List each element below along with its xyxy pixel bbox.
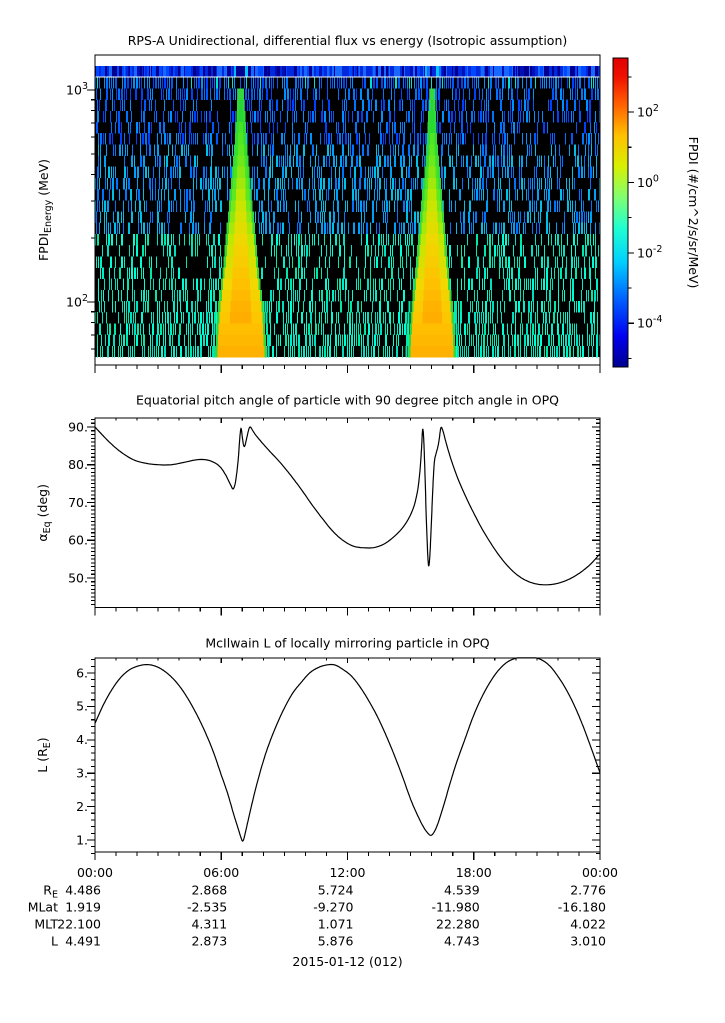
l-ylabel: L (RE) bbox=[35, 737, 53, 772]
annotation-value: -2.535 bbox=[187, 900, 227, 915]
annotation-value: -11.980 bbox=[432, 900, 480, 915]
time-tick-label: 06:00 bbox=[203, 865, 239, 880]
spectrogram-cells bbox=[99, 144, 600, 235]
spectrogram-cells bbox=[226, 245, 445, 257]
annotation-value: 1.919 bbox=[65, 900, 101, 915]
annotation-value: -9.270 bbox=[313, 900, 353, 915]
annotation-row-label: L bbox=[51, 934, 58, 949]
annotation-value: 1.071 bbox=[318, 917, 354, 932]
pitch-tick-label: 70. bbox=[68, 495, 88, 510]
pitch-tick-label: 60. bbox=[68, 533, 88, 548]
annotation-value: -16.180 bbox=[558, 900, 606, 915]
spectrogram-cells bbox=[96, 66, 600, 77]
spectrogram-cells bbox=[238, 122, 244, 134]
date-label: 2015-01-12 (012) bbox=[292, 954, 402, 969]
spectrogram-cells bbox=[228, 222, 443, 235]
annotation-value: 4.022 bbox=[570, 917, 606, 932]
energy-tick-label: 103 bbox=[66, 81, 88, 98]
colorbar-label: FPDI (#/cm^2/s/sr/MeV) bbox=[686, 137, 701, 289]
spectrogram-cells bbox=[109, 66, 595, 77]
annotation-value: 4.486 bbox=[65, 883, 101, 898]
annotation-value: 2.873 bbox=[191, 934, 227, 949]
colorbar-frame bbox=[612, 57, 629, 368]
annotation-row-label: MLT bbox=[34, 917, 58, 932]
colorbar-tick-label: 10-4 bbox=[637, 314, 662, 331]
mcilwain-l-title: McIlwain L of locally mirroring particle… bbox=[205, 636, 489, 651]
spectrogram-cells bbox=[217, 345, 454, 358]
spectrogram-cells bbox=[218, 323, 453, 335]
pitch-ylabel: αEq (deg) bbox=[35, 484, 53, 542]
spectrogram-cells bbox=[97, 77, 600, 145]
annotation-value: 22.100 bbox=[57, 917, 101, 932]
mcilwain-l-curve bbox=[94, 657, 601, 842]
spectrogram-cells bbox=[101, 233, 599, 358]
pitch-angle-title: Equatorial pitch angle of particle with … bbox=[136, 393, 559, 408]
l-tick-label: 6. bbox=[76, 665, 88, 680]
l-tick-label: 2. bbox=[76, 799, 88, 814]
spectrogram-cells bbox=[95, 77, 600, 235]
pitch-tick-label: 50. bbox=[68, 570, 88, 585]
pitch-tick-label: 80. bbox=[68, 457, 88, 472]
time-tick-label: 12:00 bbox=[329, 865, 365, 880]
colorbar bbox=[613, 58, 628, 367]
time-tick-label: 00:00 bbox=[77, 865, 113, 880]
annotation-value: 5.724 bbox=[318, 883, 354, 898]
annotation-value: 4.743 bbox=[444, 934, 480, 949]
axis-ticks bbox=[87, 76, 634, 860]
colorbar-tick-label: 10-2 bbox=[637, 244, 662, 261]
annotation-value: 4.311 bbox=[191, 917, 227, 932]
annotation-value: 4.539 bbox=[444, 883, 480, 898]
time-tick-label: 18:00 bbox=[456, 865, 492, 880]
spectrogram-cells bbox=[95, 66, 598, 77]
plot-render-root: 103 102 FPDIEnergy (MeV) 102 100 10-2 10-4 FPDI… bbox=[28, 54, 701, 949]
l-tick-label: 5. bbox=[76, 699, 88, 714]
annotation-row-label: MLat bbox=[28, 900, 58, 915]
annotation-value: 3.010 bbox=[570, 934, 606, 949]
annotation-value: 4.491 bbox=[65, 934, 101, 949]
spectrogram-cells bbox=[227, 233, 444, 246]
spectrogram-cells bbox=[95, 144, 600, 235]
colorbar-tick-label: 100 bbox=[637, 173, 659, 190]
annotation-value: 2.776 bbox=[570, 883, 606, 898]
spectrogram-cells bbox=[99, 77, 597, 145]
spectrogram-image bbox=[95, 55, 600, 365]
l-tick-label: 3. bbox=[76, 766, 88, 781]
spectrogram-title: RPS-A Unidirectional, differential flux … bbox=[128, 33, 568, 48]
annotation-value: 5.876 bbox=[318, 934, 354, 949]
time-tick-label: 00:00 bbox=[582, 865, 618, 880]
spectrogram-cells bbox=[230, 211, 442, 223]
pitch-angle-curve bbox=[94, 426, 601, 586]
spectrogram-ylabel: FPDIEnergy (MeV) bbox=[36, 159, 54, 261]
energy-tick-label: 102 bbox=[66, 293, 88, 310]
spectrogram-cells bbox=[218, 334, 453, 347]
l-tick-label: 4. bbox=[76, 732, 88, 747]
annotation-value: 2.868 bbox=[191, 883, 227, 898]
annotation-value: 22.280 bbox=[436, 917, 480, 932]
annotation-row-label: RE bbox=[43, 883, 58, 901]
pitch-tick-label: 90. bbox=[68, 419, 88, 434]
l-tick-label: 1. bbox=[76, 832, 88, 847]
colorbar-tick-label: 102 bbox=[637, 103, 659, 120]
